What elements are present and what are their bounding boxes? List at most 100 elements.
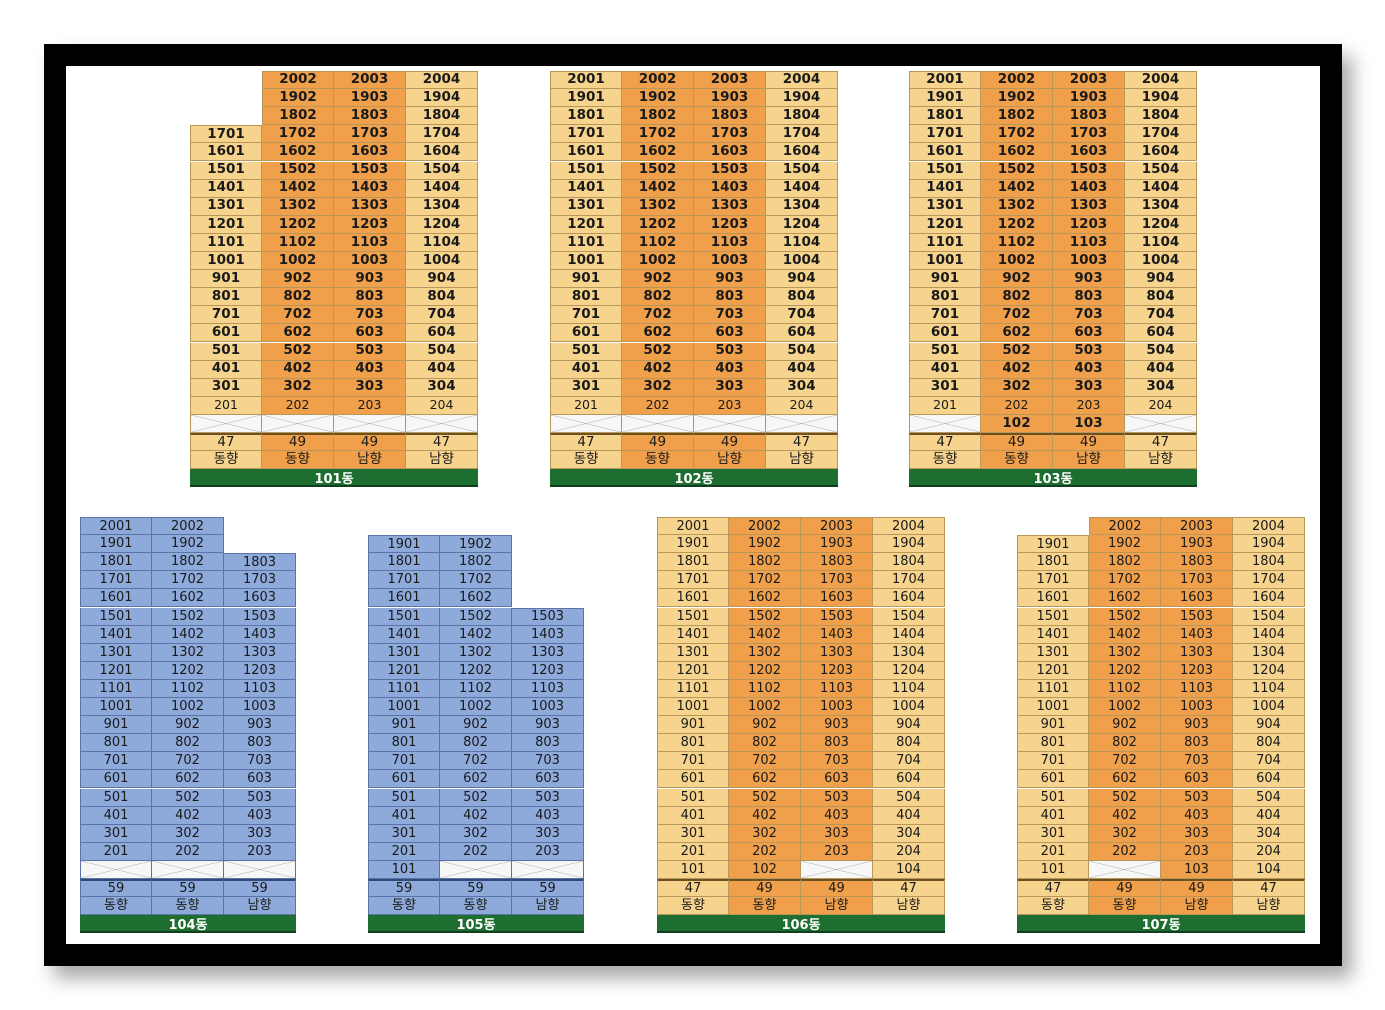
unit-1701: 1701 [657,571,729,590]
unit-1503: 1503 [1161,607,1233,626]
area-label: 47 [406,433,478,452]
unit-1601: 1601 [190,143,262,162]
area-label: 49 [1053,433,1125,452]
unit-201: 201 [550,396,622,415]
unit-502: 502 [622,342,694,361]
unit-1702: 1702 [981,125,1053,144]
unit-701: 701 [909,306,981,325]
unit-1303: 1303 [1161,643,1233,662]
unit-604: 604 [766,324,838,343]
unit-404: 404 [1125,360,1197,379]
unit-1501: 1501 [80,607,152,626]
unit-1403: 1403 [512,625,584,644]
unit-1604: 1604 [766,143,838,162]
area-label: 47 [909,433,981,452]
unit-1204: 1204 [1125,215,1197,234]
unit-401: 401 [909,360,981,379]
unit-1602: 1602 [440,589,512,608]
unit-1302: 1302 [1089,643,1161,662]
unit-601: 601 [550,324,622,343]
unit-1202: 1202 [262,215,334,234]
facing-label: 동향 [440,897,512,916]
unit-1402: 1402 [152,625,224,644]
building-name-label: 103동 [909,469,1197,488]
unit-1502: 1502 [981,161,1053,180]
area-label: 47 [1125,433,1197,452]
unit-101: 101 [657,860,729,879]
unit-902: 902 [981,270,1053,289]
unit-902: 902 [440,716,512,735]
unit-1904: 1904 [1233,535,1305,554]
unit-904: 904 [1233,716,1305,735]
area-label: 49 [694,433,766,452]
unit-1004: 1004 [406,252,478,271]
unit-1304: 1304 [873,643,945,662]
unit-401: 401 [1017,806,1089,825]
unit-501: 501 [1017,788,1089,807]
unit-501: 501 [909,342,981,361]
unit-1901: 1901 [657,535,729,554]
unit-1801: 1801 [550,107,622,126]
area-label: 59 [224,879,296,898]
unit-1004: 1004 [873,698,945,717]
unit-802: 802 [440,734,512,753]
unit-901: 901 [657,716,729,735]
unit-803: 803 [1053,288,1125,307]
building-3: 2001 1901 1801 1701 1601 1501 1401 1301 1201 1101… [909,71,1197,488]
unit-1903: 1903 [801,535,873,554]
unit-801: 801 [657,734,729,753]
unit-501: 501 [657,788,729,807]
unit-2003: 2003 [334,71,406,90]
unit-1502: 1502 [729,607,801,626]
unit-604: 604 [406,324,478,343]
building-6: 2001 1901 1801 1701 1601 1501 1401 1301 1201 1101… [657,517,945,934]
unit-702: 702 [729,752,801,771]
unit-204: 204 [873,842,945,861]
unit-1004: 1004 [1233,698,1305,717]
unit-1102: 1102 [262,233,334,252]
unit-1003: 1003 [694,252,766,271]
unit-1801: 1801 [657,553,729,572]
unit-1802: 1802 [262,107,334,126]
unit-1601: 1601 [550,143,622,162]
unit-2004: 2004 [406,71,478,90]
unit-801: 801 [1017,734,1089,753]
area-label: 59 [512,879,584,898]
facing-label: 남향 [873,897,945,916]
unit-1001: 1001 [1017,698,1089,717]
unit-404: 404 [766,360,838,379]
unit-1202: 1202 [440,661,512,680]
unit-1103: 1103 [334,233,406,252]
unit-502: 502 [729,788,801,807]
unit-1602: 1602 [981,143,1053,162]
unit-401: 401 [368,806,440,825]
unit-402: 402 [152,806,224,825]
unit-1104: 1104 [766,233,838,252]
unit-701: 701 [1017,752,1089,771]
area-label: 49 [262,433,334,452]
unit-1502: 1502 [262,161,334,180]
unit-1202: 1202 [622,215,694,234]
unit-1003: 1003 [1161,698,1233,717]
unit-1403: 1403 [1161,625,1233,644]
unit-1601: 1601 [1017,589,1089,608]
unit-2001: 2001 [80,517,152,536]
unit-empty-102 [1089,860,1161,879]
unit-1602: 1602 [729,589,801,608]
unit-201: 201 [368,842,440,861]
area-label: 59 [440,879,512,898]
unit-703: 703 [334,306,406,325]
unit-302: 302 [981,378,1053,397]
unit-604: 604 [1125,324,1197,343]
unit-1102: 1102 [729,679,801,698]
unit-1203: 1203 [224,661,296,680]
unit-1003: 1003 [512,698,584,717]
facing-label: 남향 [801,897,873,916]
unit-202: 202 [152,842,224,861]
unit-404: 404 [873,806,945,825]
unit-1701: 1701 [1017,571,1089,590]
unit-304: 304 [873,824,945,843]
unit-603: 603 [694,324,766,343]
facing-label: 동향 [152,897,224,916]
unit-503: 503 [1053,342,1125,361]
